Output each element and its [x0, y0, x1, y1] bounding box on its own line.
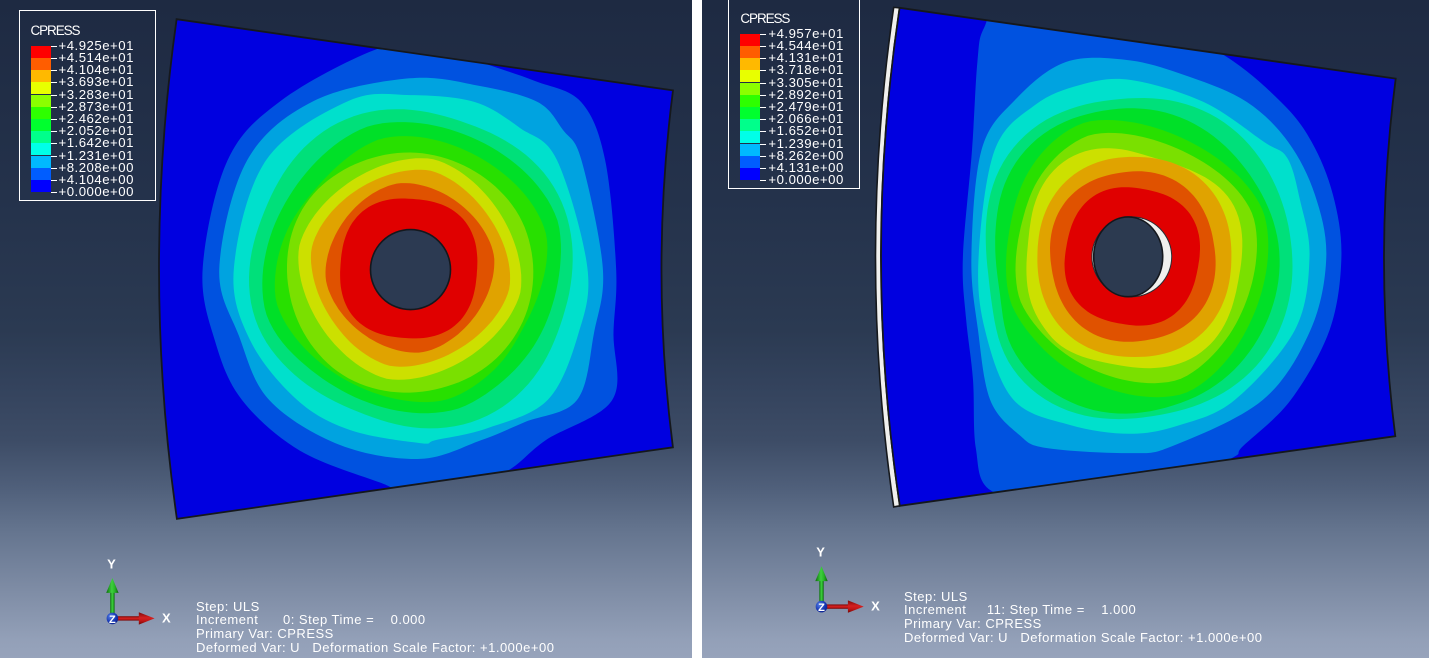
svg-text:X: X — [162, 611, 171, 626]
svg-text:X: X — [871, 599, 880, 614]
svg-text:Z: Z — [109, 614, 116, 626]
svg-text:Y: Y — [816, 545, 825, 560]
svg-text:Y: Y — [107, 557, 116, 572]
svg-text:Z: Z — [818, 602, 825, 614]
